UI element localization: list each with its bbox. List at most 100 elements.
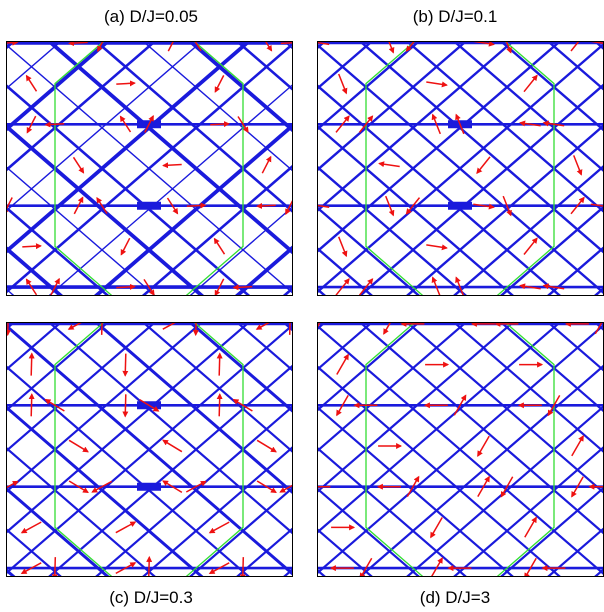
spin-arrow [358, 278, 374, 296]
spin-arrow [542, 120, 565, 127]
spin-arrow [210, 121, 230, 128]
diagonal-bond [6, 527, 63, 577]
diagonal-bond [317, 322, 421, 412]
spin-arrow [115, 521, 137, 534]
diagonal-bond [545, 41, 604, 92]
spin-arrow [68, 439, 89, 453]
diagonal-bond [317, 41, 375, 91]
diagonal-bond [6, 322, 16, 331]
diagonal-bond [499, 486, 604, 577]
spin-arrow [256, 202, 276, 209]
spin-arrow [213, 237, 226, 255]
spin-arrow [139, 398, 160, 412]
diagonal-bond [188, 486, 293, 577]
spin-arrow [383, 322, 392, 335]
spin-arrow [426, 244, 448, 251]
spin-arrow [144, 115, 154, 133]
diagonal-bond [6, 41, 253, 255]
spin-arrow [405, 41, 416, 52]
spin-arrow [208, 562, 230, 575]
spin-arrow [542, 283, 565, 290]
diagonal-bond [6, 322, 204, 494]
spin-arrow [119, 115, 132, 133]
unit-cell-hexagon [365, 41, 555, 296]
panel-frame [6, 41, 293, 296]
spin-arrow [68, 41, 88, 47]
spin-arrow [590, 203, 604, 207]
diagonal-bond [233, 244, 293, 296]
diagonal-bond [405, 322, 604, 495]
diagonal-bond [6, 205, 111, 296]
spin-arrow [20, 562, 42, 575]
diagonal-bond [498, 41, 604, 132]
diagonal-bond [186, 41, 293, 133]
panel-b-label: (b) D/J=0.1 [412, 7, 498, 26]
diagonal-bond [317, 246, 375, 296]
spin-arrow [162, 162, 182, 169]
spin-arrow [239, 557, 246, 577]
spin-arrow [214, 278, 225, 296]
diagonal-bond [498, 205, 604, 296]
diagonal-bond [93, 41, 293, 214]
spin-arrow [186, 202, 207, 209]
diagonal-bond [6, 41, 112, 133]
spin-arrow [237, 116, 249, 134]
spin-arrow [378, 161, 400, 168]
diagonal-bond [6, 41, 63, 90]
spin-arrow [96, 196, 108, 214]
spin-arrow [431, 113, 441, 135]
panel-d-label: (d) D/J=3 [419, 588, 491, 607]
diagonal-bond [317, 205, 422, 296]
spin-arrow [426, 81, 448, 88]
unit-cell-hexagon [54, 322, 244, 577]
spin-arrow [477, 435, 490, 457]
unit-cell-hexagon [365, 322, 555, 577]
diagonal-bond [317, 41, 563, 254]
spin-arrow [26, 115, 37, 134]
diagonal-bond [235, 526, 293, 577]
spin-arrow [97, 41, 104, 53]
diagonal-bond [188, 205, 293, 296]
panel-a-label: (a) D/J=0.05 [103, 7, 198, 26]
spin-arrow [261, 155, 272, 174]
spin-arrow [73, 196, 84, 215]
spin-arrow [214, 75, 225, 93]
spin-arrow [146, 555, 153, 577]
diagonal-bond [317, 322, 468, 453]
spin-arrow [51, 557, 58, 577]
diagonal-bond [6, 41, 17, 50]
diagonal-bond [282, 41, 293, 50]
spin-arrow [162, 322, 184, 330]
spin-arrow [505, 41, 512, 54]
spin-arrow [317, 204, 330, 208]
panel-a-lattice [6, 41, 293, 296]
spin-arrow [502, 195, 512, 217]
diagonal-bond [317, 322, 562, 535]
spin-arrow [193, 41, 202, 52]
panel-d-lattice [317, 322, 604, 577]
spin-arrow [524, 516, 537, 538]
diagonal-bond [281, 286, 293, 296]
diagonal-bond [593, 322, 604, 332]
spin-arrow [336, 395, 349, 417]
diagonal-bond [317, 41, 422, 132]
spin-arrow [25, 278, 38, 296]
diagonal-bond [317, 41, 469, 172]
spin-arrow [547, 395, 561, 417]
spin-arrow [6, 197, 13, 215]
diagonal-bond [317, 41, 328, 50]
diagonal-bond [282, 567, 293, 577]
spin-arrow [336, 353, 349, 375]
spin-arrow [120, 237, 131, 256]
diagonal-bond [317, 41, 516, 213]
spin-arrow [122, 353, 129, 377]
spin-arrow [162, 480, 183, 494]
spin-arrow [500, 476, 514, 498]
diagonal-bond [451, 164, 604, 296]
diagonal-bond [6, 322, 63, 372]
spin-arrow [6, 322, 11, 337]
diagonal-bond [141, 445, 293, 577]
spin-arrow [406, 475, 420, 497]
spin-arrow [431, 276, 441, 296]
spin-arrow [216, 352, 223, 376]
